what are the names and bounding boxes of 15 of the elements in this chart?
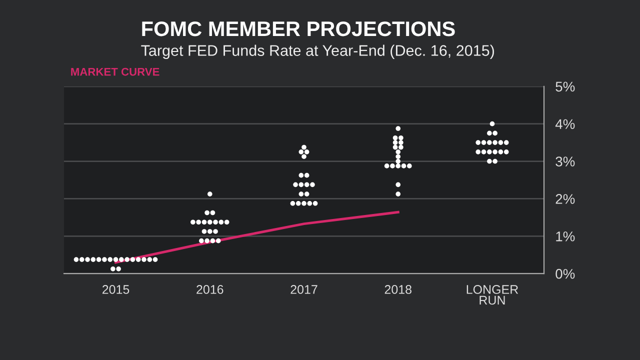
x-tick-label: LONGER RUN	[466, 285, 518, 305]
x-tick-label: 2015	[102, 285, 130, 294]
x-tick-label: 2017	[290, 285, 318, 294]
x-tick-label: 2016	[196, 285, 224, 294]
y-tick-label: 3%	[556, 156, 575, 166]
y-tick-label: 4%	[555, 119, 575, 129]
y-tick-label: 0%	[556, 268, 575, 279]
x-tick-label: 2018	[384, 285, 412, 294]
y-tick-label: 1%	[556, 232, 575, 242]
y-tick-label: 5%	[556, 82, 575, 92]
y-tick-label: 2%	[556, 194, 575, 204]
chart-title: FOMC MEMBER PROJECTIONS	[142, 21, 455, 36]
line-series	[114, 210, 400, 264]
chart-subtitle: Target FED Funds Rate at Year-End (Dec. 16, 2015)	[141, 44, 494, 59]
text: MARKET CURVE	[71, 68, 160, 76]
